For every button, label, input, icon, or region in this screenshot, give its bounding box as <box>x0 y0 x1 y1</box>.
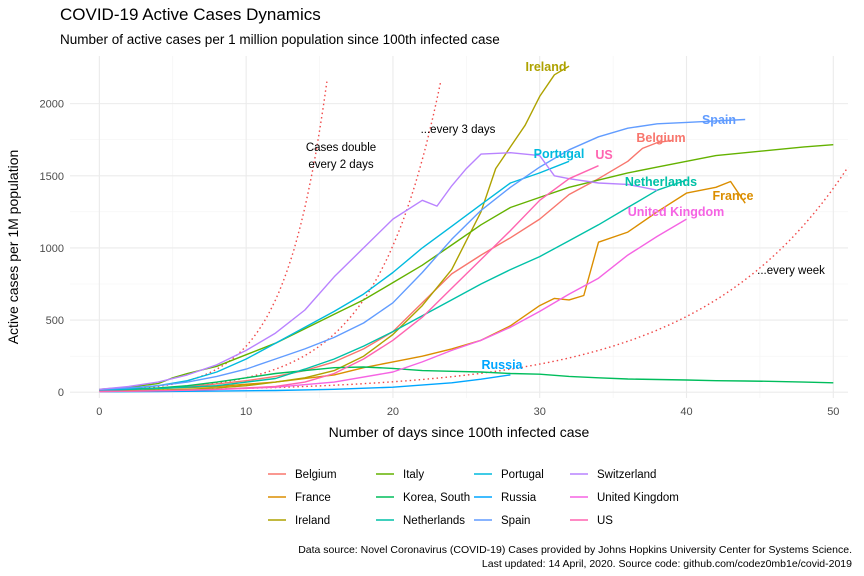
legend-item-ireland: Ireland <box>268 515 330 527</box>
series-line-spain <box>99 118 746 390</box>
legend-item-italy: Italy <box>376 469 424 481</box>
legend-label: Ireland <box>295 515 330 527</box>
legend-label: Russia <box>501 492 537 504</box>
x-axis-title: Number of days since 100th infected case <box>329 424 590 440</box>
series-label-belgium: Belgium <box>636 131 685 145</box>
reference-line-3-days <box>99 81 442 392</box>
reference-label-2-days: Cases double every 2 days <box>306 142 376 171</box>
series-line-russia <box>99 374 511 393</box>
series-line-france <box>99 180 746 390</box>
legend-item-portugal: Portugal <box>474 469 544 481</box>
legend-item-us: US <box>570 515 613 527</box>
series-line-belgium <box>99 139 672 391</box>
y-tick-label: 0 <box>58 387 64 399</box>
legend-item-united-kingdom: United Kingdom <box>570 492 679 504</box>
series-line-us <box>99 165 599 393</box>
legend-item-belgium: Belgium <box>268 469 337 481</box>
y-tick-label: 2000 <box>40 99 64 111</box>
chart-title: COVID-19 Active Cases Dynamics <box>60 5 321 24</box>
legend-label: Spain <box>501 515 530 527</box>
legend: Belgium France Ireland Italy Korea, South Net… <box>268 469 679 527</box>
x-tick-label: 20 <box>387 406 399 418</box>
x-tick-label: 50 <box>827 406 839 418</box>
reference-label-3-days: ...every 3 days <box>421 124 496 136</box>
series-label-spain: Spain <box>702 113 736 127</box>
legend-item-korea-south: Korea, South <box>376 492 470 504</box>
y-tick-label: 1500 <box>40 171 64 183</box>
x-tick-label: 30 <box>534 406 546 418</box>
legend-label: Switzerland <box>597 469 656 481</box>
legend-label: Portugal <box>501 469 544 481</box>
reference-line-7-days <box>99 166 849 392</box>
chart-subtitle: Number of active cases per 1 million pop… <box>60 32 500 47</box>
series-label-ireland: Ireland <box>526 60 567 74</box>
series-label-united-kingdom: United Kingdom <box>628 205 725 219</box>
y-tick-label: 500 <box>46 315 64 327</box>
series-line-switzerland <box>99 151 658 390</box>
legend-item-russia: Russia <box>474 492 537 504</box>
grid <box>70 56 848 398</box>
y-axis-title: Active cases per 1M population <box>5 150 21 345</box>
series-label-russia: Russia <box>482 358 524 372</box>
reference-line-2-days <box>99 81 328 392</box>
legend-label: US <box>597 515 613 527</box>
reference-label-7-days: ...every week <box>757 265 825 277</box>
reference-labels: Cases double every 2 days ...every 3 days.… <box>306 124 825 277</box>
reference-lines <box>99 81 849 392</box>
legend-item-netherlands: Netherlands <box>376 515 465 527</box>
series-lines <box>99 65 834 393</box>
series-line-netherlands <box>99 179 687 391</box>
legend-label: Netherlands <box>403 515 465 527</box>
x-tick-label: 40 <box>680 406 692 418</box>
series-line-ireland <box>99 65 570 392</box>
legend-item-spain: Spain <box>474 515 530 527</box>
series-label-us: US <box>595 148 612 162</box>
series-labels: Belgium France Ireland Netherlands Portugal R… <box>482 60 754 372</box>
series-line-korea-south <box>99 366 834 391</box>
legend-label: Belgium <box>295 469 337 481</box>
legend-label: France <box>295 492 331 504</box>
legend-item-switzerland: Switzerland <box>570 469 656 481</box>
x-tick-label: 10 <box>240 406 252 418</box>
y-tick-label: 1000 <box>40 243 64 255</box>
series-label-portugal: Portugal <box>534 147 585 161</box>
legend-label: United Kingdom <box>597 492 679 504</box>
series-label-netherlands: Netherlands <box>625 175 697 189</box>
legend-label: Korea, South <box>403 492 470 504</box>
caption-line-1: Data source: Novel Coronavirus (COVID-19… <box>298 544 852 556</box>
caption-line-2: Last updated: 14 April, 2020. Source cod… <box>482 558 852 570</box>
legend-label: Italy <box>403 469 424 481</box>
series-label-france: France <box>713 189 754 203</box>
x-tick-label: 0 <box>96 406 102 418</box>
series-line-portugal <box>99 160 570 391</box>
legend-item-france: France <box>268 492 331 504</box>
